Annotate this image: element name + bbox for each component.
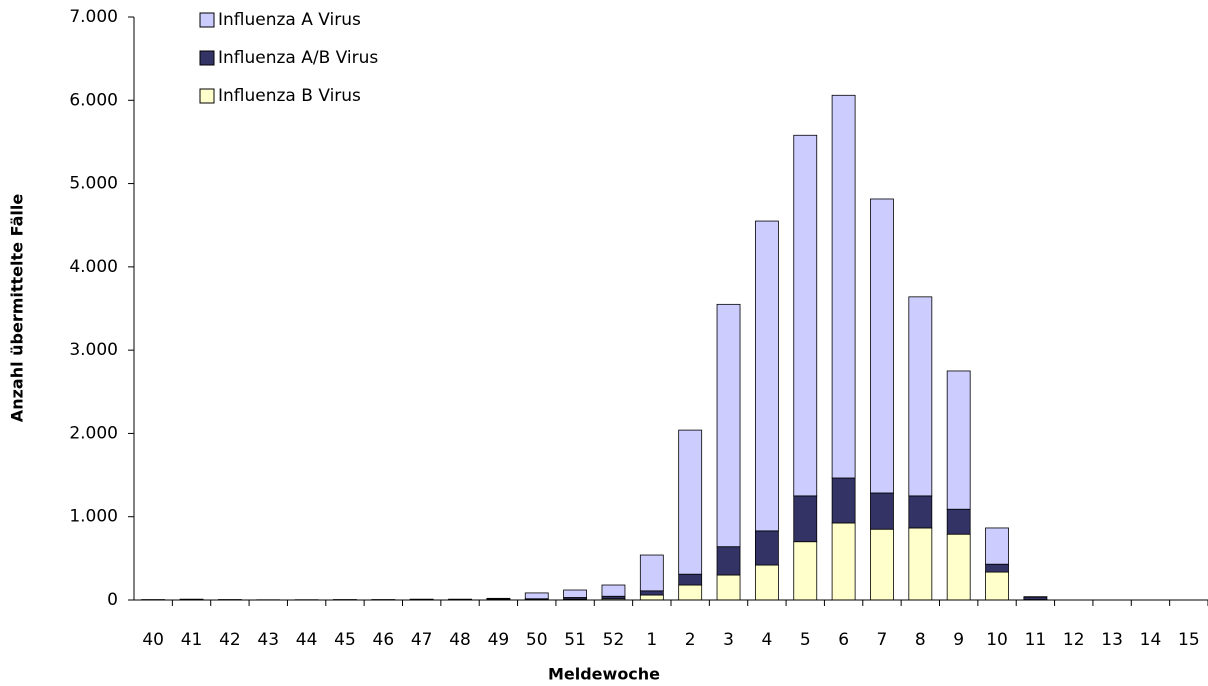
x-tick-label: 9 (953, 630, 964, 650)
x-tick-label: 13 (1101, 630, 1123, 650)
x-axis-label: Meldewoche (548, 665, 660, 684)
legend-label: Influenza B Virus (218, 86, 361, 106)
bar-segment (716, 303, 741, 548)
bar-segment (946, 370, 971, 510)
y-tick-label: 6.000 (69, 90, 118, 110)
bar-segment (639, 590, 664, 596)
bar-segment (870, 492, 894, 530)
bar-segment (639, 594, 664, 601)
bar-segment (985, 563, 1009, 573)
bar-segment (908, 495, 933, 529)
bar-segment (870, 198, 894, 494)
bar-segment (678, 584, 703, 601)
bar-segment (985, 571, 1009, 601)
bar-segment (639, 554, 664, 592)
x-tick-label: 49 (488, 630, 510, 650)
y-tick-label: 5.000 (69, 174, 118, 194)
bar-segment (486, 597, 511, 600)
y-tick-label: 7.000 (69, 7, 118, 27)
bar-segment (831, 477, 856, 524)
x-tick-label: 50 (526, 630, 548, 650)
x-tick-label: 48 (449, 630, 471, 650)
x-tick-label: 47 (411, 630, 433, 650)
bar-segment (908, 296, 933, 497)
y-axis-label: Anzahl übermittelte Fälle (8, 194, 27, 423)
bar-segment (754, 530, 779, 566)
y-tick-label: 2.000 (69, 423, 118, 443)
x-tick-label: 14 (1140, 630, 1162, 650)
bar-segment (870, 528, 894, 601)
y-tick-label: 3.000 (69, 340, 118, 360)
bar-segment (793, 134, 818, 497)
y-tick-label: 1.000 (69, 507, 118, 527)
x-tick-label: 46 (373, 630, 395, 650)
x-tick-label: 4 (761, 630, 772, 650)
bar-segment (754, 564, 779, 601)
bar-segment (985, 527, 1009, 565)
x-tick-label: 8 (915, 630, 926, 650)
legend-swatch (199, 50, 215, 66)
x-tick-label: 43 (257, 630, 279, 650)
y-tick-label: 4.000 (69, 257, 118, 277)
legend-swatch (199, 12, 215, 28)
bar-segment (793, 541, 818, 601)
bar-segment (908, 527, 933, 601)
bar-segment (793, 495, 818, 543)
bar-segment (831, 522, 856, 601)
bar-segment (678, 429, 703, 575)
bar-segment (601, 584, 626, 597)
x-tick-label: 40 (142, 630, 164, 650)
x-tick-label: 6 (838, 630, 849, 650)
bar-segment (946, 508, 971, 535)
legend-label: Influenza A/B Virus (218, 48, 378, 68)
bar-segment (524, 592, 549, 600)
x-tick-label: 44 (296, 630, 318, 650)
x-tick-label: 5 (800, 630, 811, 650)
x-tick-label: 12 (1063, 630, 1085, 650)
x-tick-label: 1 (646, 630, 657, 650)
x-tick-label: 51 (564, 630, 586, 650)
x-tick-label: 2 (685, 630, 696, 650)
bar-segment (563, 589, 588, 598)
x-tick-label: 42 (219, 630, 241, 650)
bar-segment (716, 546, 741, 576)
legend-label: Influenza A Virus (218, 10, 361, 30)
x-tick-label: 3 (723, 630, 734, 650)
x-tick-label: 11 (1025, 630, 1047, 650)
bar-segment (678, 573, 703, 586)
x-tick-label: 10 (986, 630, 1008, 650)
legend-swatch (199, 88, 215, 104)
bar-segment (946, 533, 971, 601)
x-tick-label: 45 (334, 630, 356, 650)
x-tick-label: 7 (877, 630, 888, 650)
y-tick-label: 0 (107, 590, 118, 610)
x-tick-label: 41 (181, 630, 203, 650)
bar-segment (754, 220, 779, 532)
x-tick-label: 52 (603, 630, 625, 650)
bar-segment (716, 574, 741, 601)
x-tick-label: 15 (1178, 630, 1200, 650)
bar-segment (831, 94, 856, 479)
